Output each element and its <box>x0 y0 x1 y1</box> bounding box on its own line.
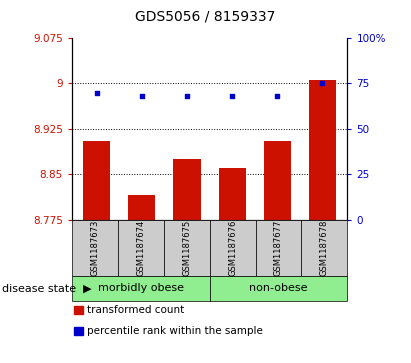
Bar <box>219 168 246 220</box>
Point <box>93 90 100 95</box>
Bar <box>128 195 155 220</box>
Bar <box>264 141 291 220</box>
Text: non-obese: non-obese <box>249 283 308 293</box>
Text: GSM1187675: GSM1187675 <box>182 220 191 276</box>
Point <box>139 93 145 99</box>
Text: GSM1187674: GSM1187674 <box>136 220 145 276</box>
Bar <box>173 159 201 220</box>
Text: GSM1187676: GSM1187676 <box>228 220 237 276</box>
Bar <box>309 81 336 220</box>
Text: GSM1187678: GSM1187678 <box>320 220 329 276</box>
Point <box>319 81 326 86</box>
Text: transformed count: transformed count <box>87 305 185 315</box>
Point <box>229 93 236 99</box>
Point <box>184 93 190 99</box>
Point <box>274 93 281 99</box>
Text: percentile rank within the sample: percentile rank within the sample <box>87 326 263 336</box>
Text: GDS5056 / 8159337: GDS5056 / 8159337 <box>135 9 276 23</box>
Text: GSM1187677: GSM1187677 <box>274 220 283 276</box>
Text: disease state  ▶: disease state ▶ <box>2 283 92 293</box>
Text: GSM1187673: GSM1187673 <box>90 220 99 276</box>
Bar <box>83 141 110 220</box>
Text: morbidly obese: morbidly obese <box>98 283 184 293</box>
